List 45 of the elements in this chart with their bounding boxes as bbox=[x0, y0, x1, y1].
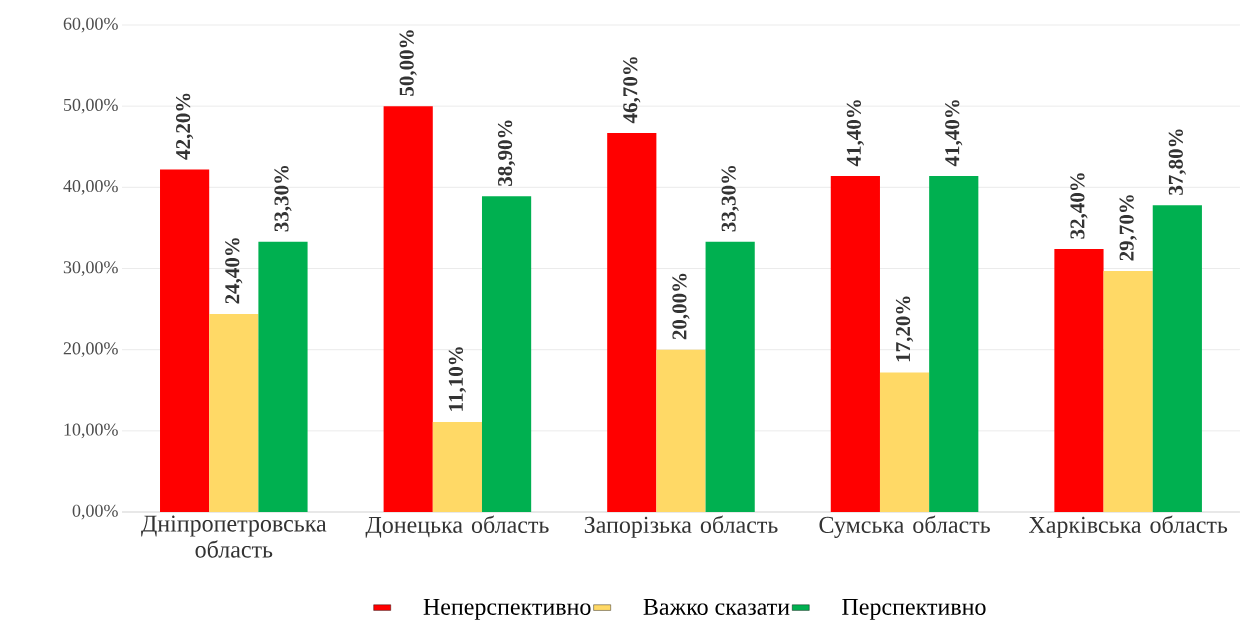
bar bbox=[383, 106, 433, 512]
data-label: 33,30% bbox=[274, 165, 292, 232]
x-tick-label: Сумська область bbox=[819, 515, 990, 538]
bar bbox=[705, 241, 755, 512]
bar bbox=[607, 132, 657, 512]
data-label: 41,40% bbox=[846, 100, 864, 167]
x-tick-label: Донецька область bbox=[365, 515, 549, 538]
data-label: 20,00% bbox=[672, 273, 690, 340]
bar bbox=[481, 196, 532, 512]
data-label: 37,80% bbox=[1168, 129, 1186, 195]
legend-label: Перспективно bbox=[842, 598, 986, 620]
bar bbox=[209, 313, 259, 512]
data-label: 11,10% bbox=[448, 347, 466, 411]
y-tick-label: 20,00% bbox=[63, 342, 118, 358]
y-tick-label: 60,00% bbox=[63, 17, 118, 33]
bar bbox=[830, 175, 880, 512]
bar bbox=[1152, 205, 1202, 512]
data-label: 17,20% bbox=[895, 296, 914, 362]
data-label: 50,00% bbox=[399, 30, 417, 96]
data-label: 38,90% bbox=[497, 120, 516, 186]
legend-label: Неперспективно bbox=[423, 598, 591, 620]
bar bbox=[432, 421, 482, 512]
data-label: 33,30% bbox=[721, 165, 739, 232]
data-label: 46,70% bbox=[623, 57, 641, 124]
bar bbox=[258, 241, 308, 512]
bar bbox=[929, 175, 979, 512]
data-label: 24,40% bbox=[225, 238, 243, 304]
y-tick-label: 40,00% bbox=[63, 179, 118, 195]
legend-label: Важко сказати bbox=[643, 598, 790, 615]
data-label: 42,20% bbox=[176, 93, 194, 160]
bar bbox=[656, 349, 706, 512]
data-label: 32,40% bbox=[1070, 173, 1088, 239]
y-tick-label: 0,00% bbox=[72, 504, 118, 520]
data-label: 41,40% bbox=[945, 100, 963, 167]
data-label: 29,70% bbox=[1119, 195, 1137, 261]
bar bbox=[879, 372, 930, 512]
x-tick-label: Дніпропетровська область bbox=[141, 515, 327, 558]
y-tick-label: 50,00% bbox=[64, 98, 118, 114]
y-tick-label: 10,00% bbox=[64, 423, 118, 439]
x-tick-label: Запорізька область bbox=[584, 515, 778, 538]
bar bbox=[1054, 249, 1104, 512]
y-tick-label: 30,00% bbox=[63, 261, 118, 276]
bar bbox=[160, 169, 210, 512]
x-tick-label: Харківська область bbox=[1028, 515, 1228, 538]
bar bbox=[1103, 270, 1153, 512]
